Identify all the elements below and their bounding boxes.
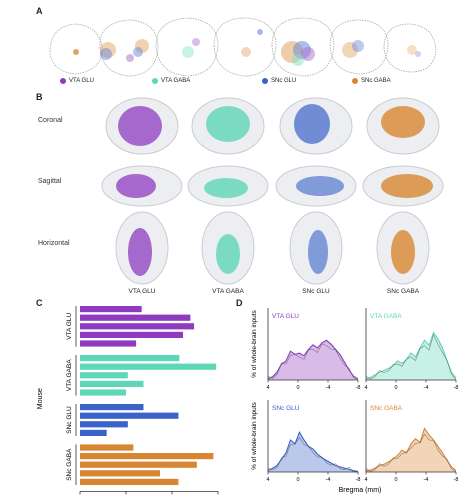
y-axis-label-bottom: % of whole-brain inputs: [251, 401, 258, 469]
bar-3-2: [80, 461, 197, 468]
bar-2-2: [80, 421, 128, 428]
bar-3-4: [80, 478, 179, 485]
bar-0-0: [80, 306, 142, 313]
bar-1-0: [80, 355, 180, 362]
panel-a-label: A: [36, 6, 43, 16]
column-label-snc-gaba: SNc GABA: [386, 288, 420, 295]
row-label-coronal: Coronal: [38, 117, 63, 124]
x-tick-label: 0: [296, 385, 299, 391]
column-label-snc-glu: SNc GLU: [302, 288, 330, 295]
bar-2-0: [80, 404, 144, 411]
x-tick-label: -8: [356, 385, 361, 391]
series-line-3: [365, 427, 457, 472]
series-line-b-2: [267, 437, 358, 473]
x-axis-label: Bregma (mm): [339, 487, 382, 494]
bar-1-3: [80, 380, 144, 387]
horizontal-row: [115, 211, 430, 285]
group-label: VTA GABA: [66, 359, 73, 391]
legend-snc-gaba: SNc GABA: [352, 78, 391, 84]
legend-snc-glu: SNc GLU: [262, 78, 296, 84]
y-axis-label-top: % of whole-brain inputs: [251, 309, 258, 377]
row-label-horizontal: Horizontal: [38, 240, 70, 247]
bar-1-4: [80, 389, 126, 396]
area-fill-1: [366, 332, 456, 380]
x-tick-label: -8: [356, 477, 361, 483]
bar-0-4: [80, 340, 137, 347]
bar-0-2: [80, 323, 195, 330]
group-label: SNc GABA: [66, 448, 73, 481]
x-tick-label: 0: [394, 477, 397, 483]
bar-3-0: [80, 444, 134, 451]
x-tick-label: 4: [266, 385, 269, 391]
x-tick-label: -4: [424, 477, 429, 483]
bar-3-1: [80, 453, 214, 460]
panel-c-label: C: [36, 298, 43, 308]
bar-1-2: [80, 372, 128, 379]
bar-2-1: [80, 412, 179, 419]
area-fill-3: [366, 428, 456, 472]
row-label-sagittal: Sagittal: [38, 178, 62, 185]
bar-1-1: [80, 363, 217, 370]
subplot-title: SNc GLU: [272, 405, 300, 412]
bar-2-3: [80, 429, 107, 436]
brain-renders: [101, 97, 444, 285]
x-tick-label: -8: [454, 385, 459, 391]
series-line-b-1: [365, 333, 457, 380]
column-label-vta-gaba: VTA GABA: [212, 288, 244, 295]
series-line-b-3: [365, 433, 457, 473]
x-tick-label: 0: [394, 385, 397, 391]
bregma-distribution-charts: VTA GLU 4 0 -4 -8 VTA GABA 4 0 -4 -8 SNc GLU 4 0 -4 -8…: [251, 308, 459, 494]
group-label: SNc GLU: [66, 406, 73, 434]
panel-b-label: B: [36, 92, 43, 102]
bar-0-3: [80, 331, 184, 338]
x-tick-label: -4: [424, 385, 429, 391]
bar-0-1: [80, 314, 191, 321]
group-label: VTA GLU: [66, 313, 73, 340]
coronal-sections-strip: [49, 17, 437, 77]
sagittal-row: [101, 165, 444, 207]
subplot-title: VTA GABA: [370, 313, 402, 320]
x-tick-label: 4: [266, 477, 269, 483]
series-line-b-0: [267, 343, 359, 381]
x-tick-label: -8: [454, 477, 459, 483]
subplot-title: VTA GLU: [272, 313, 299, 320]
x-tick-label: 4: [364, 385, 367, 391]
subplot-title: SNc GABA: [370, 405, 403, 412]
x-tick-label: -4: [326, 477, 331, 483]
series-line-0: [267, 339, 359, 380]
panel-d-label: D: [236, 298, 243, 308]
coronal-row: [105, 97, 440, 155]
series-line-1: [365, 331, 457, 380]
column-label-vta-glu: VTA GLU: [128, 288, 156, 295]
area-fill-0: [268, 340, 358, 380]
y-axis-label: Mouse: [37, 388, 44, 409]
x-tick-label: 0: [296, 477, 299, 483]
bar-3-3: [80, 470, 161, 477]
legend-vta-gaba: VTA GABA: [152, 78, 190, 84]
x-tick-label: 4: [364, 477, 367, 483]
x-tick-label: -4: [326, 385, 331, 391]
legend-vta-glu: VTA GLU: [60, 78, 94, 84]
